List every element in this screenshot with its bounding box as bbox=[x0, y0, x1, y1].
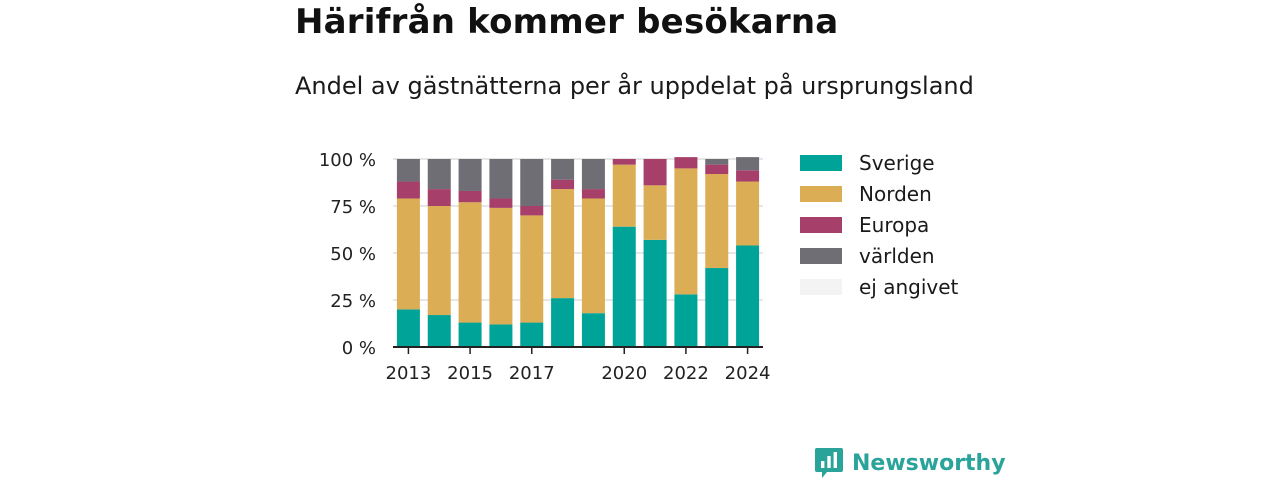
x-tick-label: 2024 bbox=[725, 363, 771, 384]
y-tick-label: 25 % bbox=[330, 291, 376, 312]
bar-segment bbox=[551, 179, 575, 190]
bar-segment bbox=[551, 298, 575, 347]
bar-segment bbox=[612, 164, 636, 227]
legend-item-ej-angivet: ej angivet bbox=[800, 271, 958, 302]
legend-swatch bbox=[800, 216, 842, 233]
bar-segment bbox=[674, 168, 698, 295]
x-tick-label: 2017 bbox=[509, 363, 555, 384]
bar-segment bbox=[520, 215, 544, 323]
bar-segment bbox=[458, 190, 482, 203]
legend-item-norden: Norden bbox=[800, 178, 958, 209]
bar-segment bbox=[643, 185, 667, 240]
bar-segment bbox=[643, 159, 667, 186]
bar-segment bbox=[427, 189, 451, 206]
bar-segment bbox=[427, 206, 451, 316]
bar-segment bbox=[427, 159, 451, 190]
bar-segment bbox=[705, 174, 729, 269]
legend-swatch bbox=[800, 185, 842, 202]
bar-segment bbox=[581, 198, 605, 314]
bar-segment bbox=[736, 157, 760, 171]
legend-swatch bbox=[800, 278, 842, 295]
bar-segment bbox=[551, 159, 575, 180]
brand-logo[interactable]: Newsworthy bbox=[814, 445, 1006, 481]
bar-segment bbox=[736, 181, 760, 246]
bar-segment bbox=[458, 322, 482, 347]
bar-segment bbox=[705, 159, 729, 165]
chart-title: Härifrån kommer besökarna bbox=[295, 2, 839, 42]
x-tick-label: 2015 bbox=[447, 363, 493, 384]
y-tick-label: 100 % bbox=[319, 150, 376, 171]
legend-label: ej angivet bbox=[859, 274, 959, 299]
bars bbox=[396, 157, 760, 347]
bar-segment bbox=[612, 159, 636, 165]
bar-segment bbox=[458, 159, 482, 191]
bar-segment bbox=[520, 206, 544, 216]
legend-item-varlden: världen bbox=[800, 240, 958, 271]
bar-segment bbox=[458, 202, 482, 323]
bar-segment bbox=[736, 245, 760, 347]
bar-segment bbox=[520, 159, 544, 206]
bar-segment bbox=[489, 324, 513, 347]
chart-subtitle: Andel av gästnätterna per år uppdelat på… bbox=[295, 72, 974, 100]
newsworthy-logo-icon bbox=[815, 448, 843, 478]
x-tick-label: 2022 bbox=[663, 363, 709, 384]
bar-segment bbox=[643, 239, 667, 347]
bar-segment bbox=[396, 309, 420, 347]
bar-segment bbox=[489, 159, 513, 199]
bar-segment bbox=[674, 294, 698, 347]
x-tick-label: 2013 bbox=[386, 363, 432, 384]
bar-segment bbox=[736, 170, 760, 182]
bar-segment bbox=[705, 268, 729, 347]
brand-name: Newsworthy bbox=[852, 450, 1006, 476]
bar-segment bbox=[396, 181, 420, 199]
bar-segment bbox=[551, 189, 575, 299]
legend-label: Sverige bbox=[859, 150, 935, 175]
bar-segment bbox=[581, 313, 605, 347]
bar-segment bbox=[489, 207, 513, 325]
bar-segment bbox=[396, 159, 420, 182]
bar-segment bbox=[705, 164, 729, 175]
legend-item-europa: Europa bbox=[800, 209, 958, 240]
legend-item-sverige: Sverige bbox=[800, 147, 958, 178]
legend-swatch bbox=[800, 154, 842, 171]
bar-segment bbox=[396, 198, 420, 310]
bar-segment bbox=[674, 157, 698, 169]
bar-segment bbox=[612, 226, 636, 347]
bar-segment bbox=[489, 198, 513, 208]
legend-swatch bbox=[800, 247, 842, 264]
bar-segment bbox=[520, 322, 544, 347]
axes: 0 % 25 % 50 % 75 % 100 % 2013 2015 2017 2020 2022… bbox=[319, 150, 771, 384]
x-tick-label: 2020 bbox=[601, 363, 647, 384]
y-tick-label: 0 % bbox=[342, 338, 376, 359]
bar-segment bbox=[427, 315, 451, 347]
bar-segment bbox=[581, 159, 605, 190]
y-tick-label: 50 % bbox=[330, 244, 376, 265]
legend-label: världen bbox=[859, 243, 935, 268]
legend: Sverige Norden Europa världen ej angivet bbox=[800, 147, 958, 302]
grid-lines bbox=[393, 158, 763, 301]
y-tick-label: 75 % bbox=[330, 197, 376, 218]
bar-segment bbox=[581, 189, 605, 199]
legend-label: Norden bbox=[859, 181, 932, 206]
legend-label: Europa bbox=[859, 212, 930, 237]
